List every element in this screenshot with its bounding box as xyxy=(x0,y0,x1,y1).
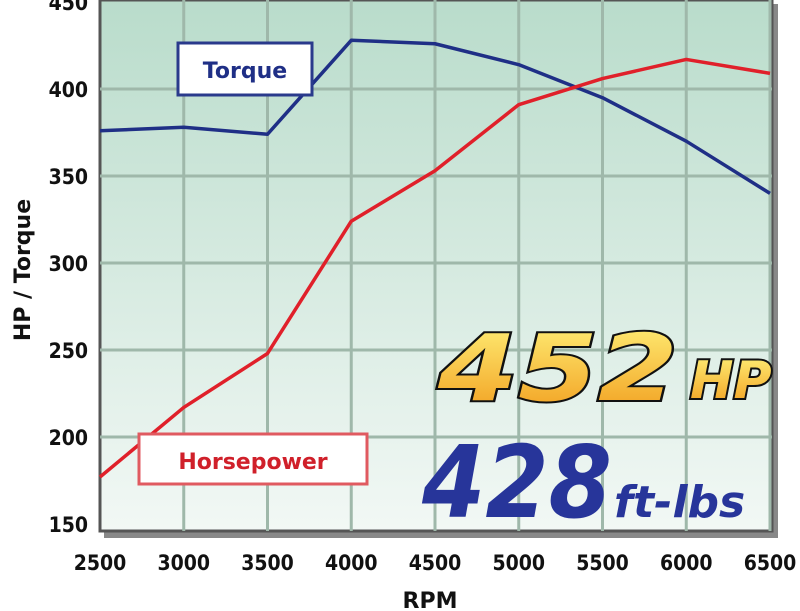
x-tick-label: 3000 xyxy=(157,551,210,575)
y-tick-label: 400 xyxy=(49,78,88,102)
series-lines xyxy=(98,38,771,479)
x-axis-title: RPM xyxy=(403,589,458,611)
x-tick-label: 4500 xyxy=(409,551,462,575)
legend-horsepower-label: Horsepower xyxy=(178,450,327,475)
legend-torque: Torque xyxy=(176,41,314,97)
legend-horsepower: Horsepower xyxy=(137,432,369,486)
y-axis-title: HP / Torque xyxy=(11,199,36,341)
legend-torque-label: Torque xyxy=(203,59,287,84)
y-tick-label: 250 xyxy=(49,339,88,363)
grid xyxy=(100,0,772,531)
y-tick-labels: 150 200 250 300 350 400 450 xyxy=(49,0,88,537)
hp-callout: 452 HP xyxy=(435,313,774,424)
x-tick-label: 3500 xyxy=(241,551,294,575)
y-tick-label: 200 xyxy=(49,426,88,450)
x-tick-label: 5500 xyxy=(576,551,629,575)
y-tick-label: 150 xyxy=(49,513,88,537)
x-tick-label: 4000 xyxy=(325,551,378,575)
y-tick-label: 300 xyxy=(49,252,88,276)
x-tick-label: 6000 xyxy=(660,551,713,575)
x-tick-label: 5000 xyxy=(492,551,545,575)
x-tick-label: 2500 xyxy=(74,551,127,575)
y-tick-label: 350 xyxy=(49,165,88,189)
torque-callout: 428 ft-lbs xyxy=(421,424,745,541)
x-tick-label: 6500 xyxy=(744,551,797,575)
hp-unit: HP xyxy=(690,351,772,411)
torque-value: 428 xyxy=(421,424,612,541)
hp-value: 452 xyxy=(437,315,678,422)
x-tick-labels: 2500 3000 3500 4000 4500 5000 5500 6000 6500 xyxy=(74,551,797,575)
y-tick-label: 450 xyxy=(49,0,88,15)
torque-unit: ft-lbs xyxy=(614,477,745,528)
